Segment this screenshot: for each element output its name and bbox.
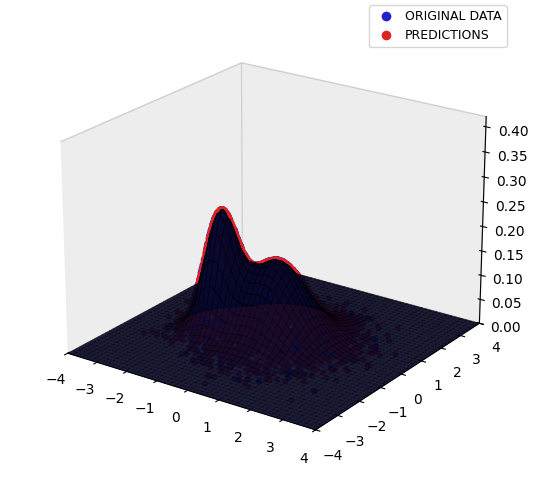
Legend: ORIGINAL DATA, PREDICTIONS: ORIGINAL DATA, PREDICTIONS [369,5,507,47]
